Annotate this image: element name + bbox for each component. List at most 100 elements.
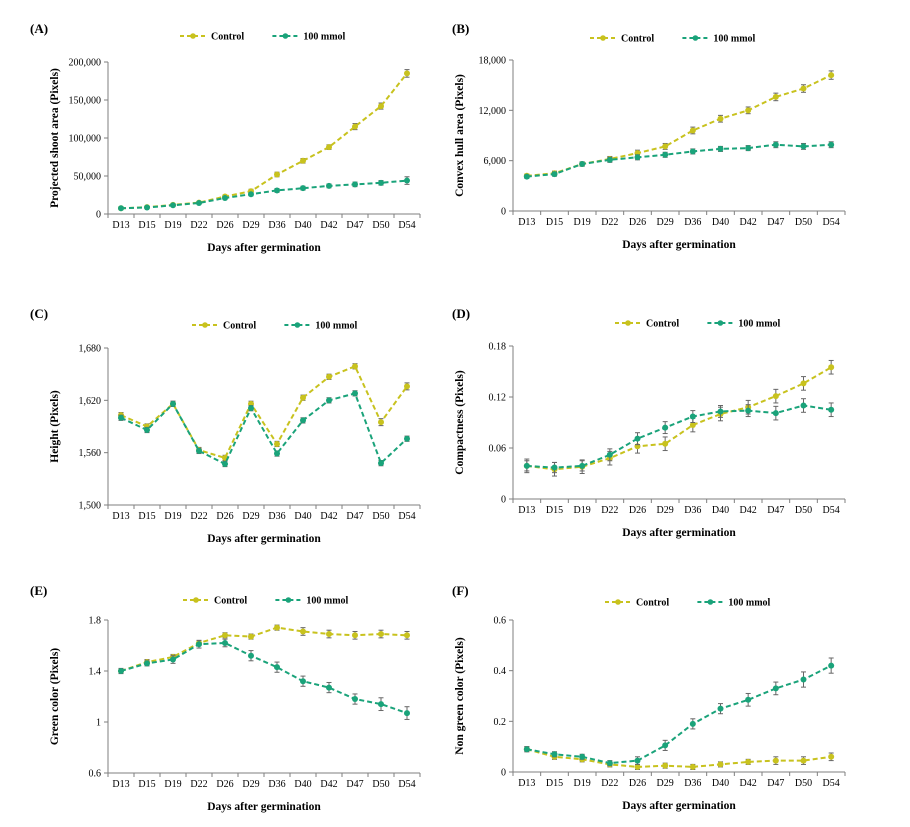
data-point (662, 151, 669, 158)
x-tick-label: D40 (294, 511, 311, 522)
data-point (579, 753, 586, 760)
data-point (689, 422, 696, 429)
x-tick-label: D54 (823, 217, 840, 228)
x-tick-label: D40 (294, 220, 311, 231)
x-tick-label: D26 (216, 779, 233, 790)
data-point (689, 763, 696, 770)
data-point (717, 408, 724, 415)
data-point (404, 177, 410, 184)
chart-panel-b: (B) 0 6,000 12,000 18,000 D13 D15 D19 D22 D26 D29 D… (452, 21, 846, 251)
data-point (274, 450, 280, 457)
y-axis-title: Non green color (Pixels) (454, 637, 466, 755)
x-tick-label: D42 (740, 505, 757, 516)
x-tick-label: D50 (795, 778, 812, 789)
y-axis-title: Projected shoot area (Pixels) (49, 68, 61, 208)
data-point (579, 161, 586, 168)
data-point (378, 419, 384, 426)
x-tick-label: D19 (164, 220, 181, 231)
legend-marker (692, 35, 699, 41)
data-point (274, 187, 280, 194)
x-tick-label: D26 (629, 217, 646, 228)
data-point (662, 424, 669, 431)
x-tick-label: D50 (372, 779, 389, 790)
chart-panel-c: (C) 1,500 1,560 1,620 1,680 D13 D15 D19 D22 D26 D2… (30, 306, 421, 545)
y-tick-label: 0 (501, 768, 506, 779)
data-point (196, 641, 202, 648)
series-100-mmol (523, 657, 835, 767)
data-point (352, 181, 358, 188)
data-point (352, 696, 358, 703)
x-tick-label: D29 (242, 779, 259, 790)
data-point (689, 148, 696, 155)
x-tick-label: D54 (398, 779, 415, 790)
data-point (300, 628, 306, 635)
y-tick-label: 0.2 (494, 717, 507, 728)
panel-label: (B) (452, 21, 469, 36)
data-point (378, 460, 384, 467)
y-tick-label: 0 (501, 207, 506, 218)
legend-entry: Control (590, 34, 654, 45)
y-tick-label: 0 (501, 495, 506, 506)
data-point (606, 760, 613, 767)
data-point (828, 72, 835, 79)
data-point (404, 435, 410, 442)
data-point (170, 400, 176, 407)
data-point (352, 363, 358, 370)
y-tick-label: 1,680 (79, 344, 102, 355)
y-tick-label: 200,000 (69, 58, 102, 69)
x-tick-label: D19 (164, 779, 181, 790)
series-line (120, 179, 408, 210)
legend-entry: Control (183, 596, 247, 607)
x-tick-label: D47 (346, 220, 363, 231)
data-point (828, 141, 835, 148)
data-point (300, 394, 306, 401)
series-line (526, 74, 832, 177)
x-tick-label: D36 (684, 505, 701, 516)
legend-entry: 100 mmol (284, 321, 358, 332)
data-point (606, 156, 613, 163)
data-point (551, 751, 558, 758)
y-tick-label: 0.12 (489, 393, 507, 404)
series-line (526, 366, 832, 471)
x-tick-label: D29 (657, 217, 674, 228)
series-line (120, 641, 408, 715)
x-tick-label: D36 (684, 217, 701, 228)
x-tick-label: D15 (546, 505, 563, 516)
series-100-mmol (118, 176, 410, 212)
data-point (404, 632, 410, 639)
data-point (662, 440, 669, 447)
panel-label: (A) (30, 21, 48, 36)
data-point (222, 195, 228, 202)
data-point (800, 402, 807, 409)
data-point (772, 757, 779, 764)
x-tick-label: D13 (112, 779, 129, 790)
x-tick-label: D22 (601, 778, 618, 789)
legend-label: Control (223, 321, 256, 332)
data-point (222, 639, 228, 646)
legend-marker (294, 322, 301, 328)
series-line (120, 626, 408, 672)
data-point (404, 383, 410, 390)
x-tick-label: D50 (372, 511, 389, 522)
data-point (144, 660, 150, 667)
legend-marker (600, 35, 606, 41)
series-control (523, 70, 835, 179)
y-tick-label: 0.6 (89, 769, 102, 780)
y-tick-label: 18,000 (479, 56, 507, 67)
data-point (300, 157, 306, 164)
y-tick-label: 1 (96, 718, 101, 729)
legend-marker (285, 597, 292, 603)
x-tick-label: D42 (320, 511, 337, 522)
data-point (352, 123, 358, 130)
data-point (634, 763, 641, 770)
legend-marker (282, 33, 289, 39)
data-point (326, 684, 332, 691)
series-100-mmol (118, 638, 410, 720)
data-point (662, 762, 669, 769)
data-point (523, 462, 530, 469)
series-line (526, 404, 832, 469)
data-point (326, 397, 332, 404)
chart-panel-a: (A) 0 50,000 100,000 150,000 200,000 D13 D15 D19… (30, 21, 421, 254)
legend-marker (190, 33, 196, 39)
data-point (248, 652, 254, 659)
